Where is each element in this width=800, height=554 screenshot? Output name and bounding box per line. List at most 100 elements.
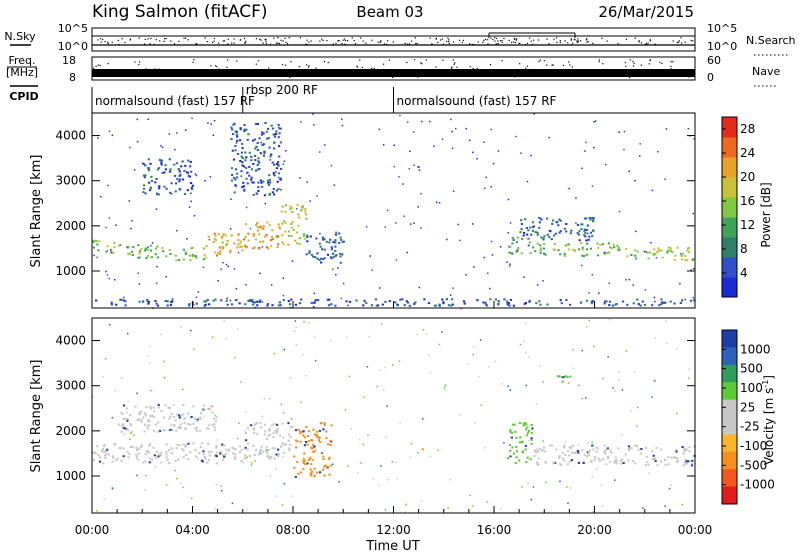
nsky-sample: [159, 40, 161, 42]
freq-sample: [95, 65, 97, 67]
range-cell: [189, 165, 192, 168]
range-cell: [297, 428, 300, 431]
range-cell: [444, 388, 446, 391]
range-cell: [137, 272, 139, 274]
range-cell: [176, 229, 178, 232]
range-cell: [420, 192, 422, 195]
range-cell: [210, 123, 212, 125]
range-cell: [539, 448, 542, 450]
range-cell: [268, 429, 271, 432]
range-cell: [613, 246, 616, 249]
range-cell: [254, 147, 257, 150]
range-cell: [239, 445, 242, 448]
range-cell: [312, 443, 315, 446]
range-cell: [146, 424, 149, 427]
nsky-sample: [617, 42, 619, 45]
range-cell: [262, 132, 265, 135]
range-cell: [279, 178, 282, 181]
range-cell: [654, 300, 656, 303]
range-cell: [189, 160, 192, 163]
range-cell: [590, 460, 593, 462]
freq-sample: [282, 63, 284, 66]
range-cell: [310, 253, 313, 256]
range-cell: [140, 410, 143, 413]
range-cell: [542, 237, 545, 240]
range-cell: [567, 382, 570, 384]
range-cell: [473, 266, 475, 268]
range-cell: [250, 178, 253, 181]
range-cell: [482, 301, 485, 304]
freq-sample: [602, 63, 604, 65]
range-cell: [592, 220, 595, 223]
range-cell: [428, 354, 430, 356]
range-cell: [647, 257, 650, 260]
range-cell: [670, 456, 673, 459]
range-cell: [232, 158, 236, 161]
nsky-sample: [338, 40, 340, 42]
range-cell: [534, 451, 537, 454]
range-cell: [207, 442, 210, 445]
range-cell: [148, 429, 150, 431]
range-cell: [303, 436, 306, 439]
range-cell: [281, 504, 284, 506]
freq-sample: [417, 76, 419, 78]
range-cell: [340, 238, 343, 241]
range-cell: [191, 255, 194, 258]
range-cell: [241, 164, 244, 167]
range-cell: [287, 447, 291, 450]
range-cell: [148, 169, 151, 172]
colorbar-segment: [722, 277, 737, 298]
range-cell: [245, 283, 247, 286]
range-cell: [469, 139, 471, 142]
nsky-sample: [497, 43, 499, 45]
nsky-sample: [265, 42, 267, 44]
range-cell: [277, 304, 280, 307]
range-cell: [259, 152, 262, 155]
range-cell: [659, 460, 662, 463]
range-cell: [108, 217, 111, 219]
range-cell: [192, 303, 195, 306]
nsky-sample: [501, 41, 503, 43]
range-cell: [195, 302, 198, 305]
range-cell: [271, 304, 274, 307]
range-cell: [586, 253, 589, 256]
range-cell: [153, 454, 156, 457]
range-cell: [155, 456, 158, 459]
range-cell: [300, 121, 302, 123]
range-cell: [115, 303, 118, 306]
range-cell: [304, 208, 307, 211]
range-cell: [594, 120, 597, 122]
range-cell: [450, 118, 452, 121]
range-cell: [256, 226, 259, 229]
range-cell: [178, 414, 181, 417]
range-cell: [102, 448, 105, 450]
range-cell: [586, 451, 589, 454]
range-cell: [392, 364, 394, 366]
freq-sample: [672, 61, 674, 63]
range-cell: [231, 502, 234, 505]
range-cell: [232, 452, 235, 455]
range-cell: [270, 153, 273, 156]
range-cell: [244, 454, 247, 457]
range-cell: [559, 480, 561, 483]
range-cell: [144, 489, 146, 491]
range-cell: [147, 451, 150, 454]
range-cell: [106, 245, 109, 248]
nsky-sample: [439, 39, 442, 41]
range-cell: [585, 141, 587, 144]
nsky-sample: [514, 42, 517, 44]
freq-sample: [107, 63, 109, 65]
range-cell: [523, 424, 526, 427]
range-cell: [126, 419, 129, 422]
range-cell: [160, 159, 163, 162]
range-cell: [267, 247, 270, 250]
range-cell: [227, 265, 229, 268]
range-cell: [344, 409, 347, 411]
range-cell: [255, 145, 258, 148]
range-cell: [158, 429, 162, 432]
range-cell: [182, 449, 185, 452]
freq-sample: [452, 59, 454, 61]
range-cell: [241, 142, 244, 145]
range-cell: [193, 215, 196, 217]
range-cell: [471, 505, 474, 507]
